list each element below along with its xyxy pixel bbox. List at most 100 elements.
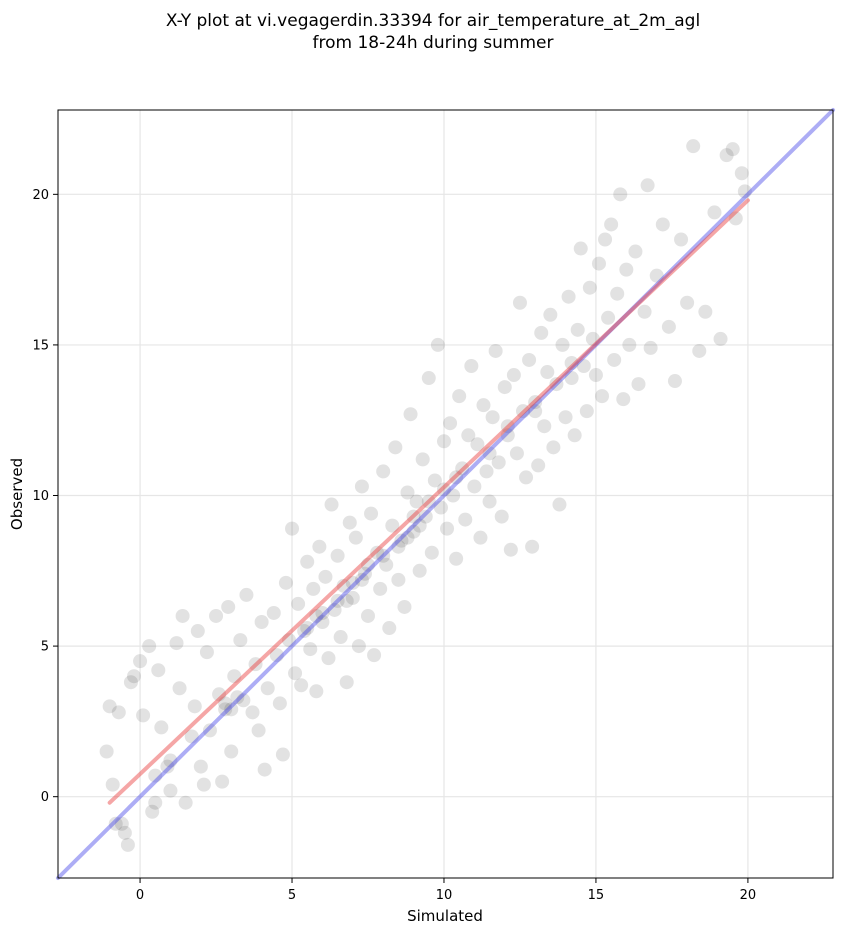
data-point-182 — [734, 166, 749, 181]
data-point-157 — [607, 352, 622, 367]
data-point-164 — [631, 377, 646, 392]
data-point-84 — [385, 518, 400, 533]
data-point-39 — [245, 705, 260, 720]
data-point-27 — [199, 645, 214, 660]
y-tick-label-3: 15 — [32, 338, 49, 353]
data-point-73 — [351, 639, 366, 654]
data-point-18 — [169, 636, 184, 651]
data-point-85 — [388, 440, 403, 455]
data-point-56 — [300, 554, 315, 569]
data-point-109 — [461, 428, 476, 443]
data-point-44 — [260, 681, 275, 696]
data-point-45 — [266, 605, 281, 620]
data-point-69 — [339, 675, 354, 690]
data-point-63 — [321, 651, 336, 666]
data-point-172 — [674, 232, 689, 247]
chart-subtitle: from 18-24h during summer — [313, 33, 554, 53]
data-point-171 — [667, 374, 682, 389]
data-point-96 — [421, 371, 436, 386]
data-point-68 — [336, 578, 351, 593]
data-point-50 — [281, 633, 296, 648]
data-point-193 — [315, 605, 330, 620]
data-point-190 — [421, 494, 436, 509]
data-point-97 — [424, 545, 439, 560]
data-point-92 — [409, 494, 424, 509]
data-point-9 — [133, 654, 148, 669]
data-point-23 — [187, 699, 202, 714]
data-point-148 — [579, 404, 594, 419]
data-point-205 — [108, 816, 123, 831]
data-point-62 — [318, 569, 333, 584]
data-point-169 — [655, 217, 670, 232]
data-point-120 — [494, 509, 509, 524]
data-point-107 — [455, 461, 470, 476]
data-point-51 — [285, 521, 300, 536]
data-point-175 — [692, 343, 707, 358]
data-point-173 — [680, 295, 695, 310]
data-point-111 — [467, 479, 482, 494]
data-point-187 — [376, 548, 391, 563]
data-point-19 — [172, 681, 187, 696]
data-point-132 — [531, 458, 546, 473]
data-point-64 — [324, 497, 339, 512]
data-point-77 — [364, 506, 379, 521]
data-point-156 — [604, 217, 619, 232]
data-point-118 — [488, 343, 503, 358]
data-point-99 — [430, 337, 445, 352]
data-point-151 — [588, 368, 603, 383]
data-point-104 — [446, 488, 461, 503]
data-point-33 — [221, 599, 236, 614]
data-point-95 — [418, 509, 433, 524]
data-point-55 — [297, 624, 312, 639]
data-point-81 — [376, 464, 391, 479]
data-point-6 — [120, 837, 135, 852]
data-point-94 — [415, 452, 430, 467]
data-point-200 — [224, 702, 239, 717]
data-point-197 — [354, 572, 369, 587]
data-point-3 — [111, 705, 126, 720]
x-tick-label-4: 20 — [740, 888, 757, 903]
data-point-141 — [558, 410, 573, 425]
data-point-159 — [613, 187, 628, 202]
chart-title: X-Y plot at vi.vegagerdin.33394 for air_… — [166, 11, 700, 31]
data-point-29 — [209, 608, 224, 623]
data-point-87 — [394, 533, 409, 548]
data-point-60 — [312, 539, 327, 554]
data-point-40 — [248, 657, 263, 672]
data-point-130 — [525, 539, 540, 554]
data-point-166 — [640, 178, 655, 193]
data-point-167 — [643, 340, 658, 355]
data-point-15 — [154, 720, 169, 735]
data-point-47 — [272, 696, 287, 711]
data-point-174 — [686, 139, 701, 154]
identity-line — [56, 108, 835, 880]
data-point-31 — [215, 774, 230, 789]
data-point-79 — [370, 545, 385, 560]
data-point-53 — [291, 596, 306, 611]
data-point-32 — [218, 702, 233, 717]
data-point-28 — [202, 723, 217, 738]
data-point-82 — [379, 557, 394, 572]
reference-lines — [56, 108, 835, 880]
data-point-76 — [361, 608, 375, 623]
y-tick-label-4: 20 — [32, 188, 49, 203]
data-point-196 — [449, 470, 464, 485]
y-tick-label-0: 0 — [41, 790, 49, 805]
data-point-116 — [482, 494, 497, 509]
data-point-66 — [330, 548, 345, 563]
data-point-142 — [561, 289, 576, 304]
data-point-70 — [342, 515, 357, 530]
data-point-144 — [567, 428, 582, 443]
data-point-189 — [406, 509, 421, 524]
data-point-180 — [725, 142, 740, 157]
data-point-20 — [175, 608, 190, 623]
x-axis-ticks: 0 5 10 15 20 — [136, 878, 756, 903]
data-point-161 — [619, 262, 634, 277]
data-point-117 — [485, 410, 500, 425]
data-point-74 — [354, 479, 369, 494]
data-point-208 — [528, 404, 543, 419]
data-point-147 — [576, 359, 591, 373]
data-point-178 — [713, 331, 728, 346]
data-point-201 — [218, 696, 233, 711]
data-point-154 — [598, 232, 613, 247]
